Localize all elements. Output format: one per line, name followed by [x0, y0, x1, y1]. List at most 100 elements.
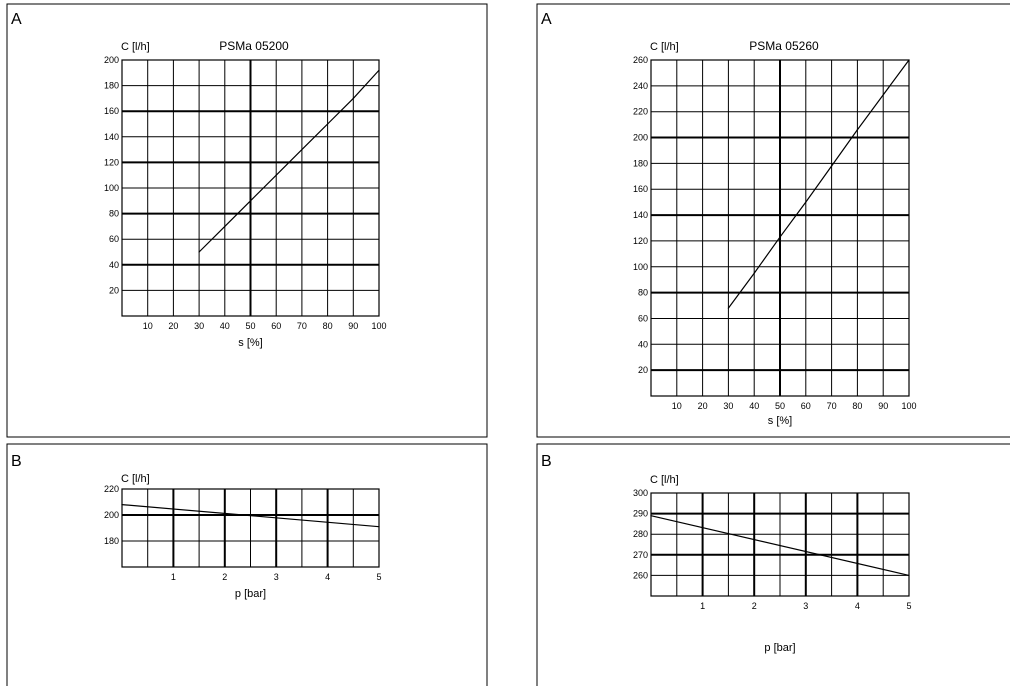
data-point — [121, 504, 123, 506]
x-tick-label: 70 — [297, 321, 307, 331]
data-point — [224, 225, 226, 227]
y-axis-label: C [l/h] — [650, 474, 679, 486]
data-point — [327, 123, 329, 125]
x-tick-label: 5 — [906, 601, 911, 611]
data-point — [378, 526, 380, 528]
y-tick-label: 200 — [633, 133, 648, 143]
panel-frame — [6, 443, 488, 686]
data-point — [753, 272, 755, 274]
y-tick-label: 300 — [633, 488, 648, 498]
x-tick-label: 50 — [245, 321, 255, 331]
y-tick-label: 260 — [633, 55, 648, 65]
y-tick-label: 160 — [104, 106, 119, 116]
y-tick-label: 290 — [633, 509, 648, 519]
data-point — [908, 59, 910, 61]
x-tick-label: 90 — [878, 401, 888, 411]
y-tick-label: 80 — [109, 209, 119, 219]
y-tick-label: 200 — [104, 510, 119, 520]
x-tick-label: 20 — [168, 321, 178, 331]
x-tick-label: 70 — [827, 401, 837, 411]
y-tick-label: 140 — [633, 210, 648, 220]
chart-panel-4: 1 2 3 4 5 260 270 280 290 300 B C [l/h] p [bar] — [536, 443, 1010, 686]
data-point — [352, 97, 354, 99]
x-tick-label: 2 — [222, 572, 227, 582]
data-point — [378, 69, 380, 71]
x-axis-label: s [%] — [768, 415, 792, 427]
x-tick-label: 1 — [171, 572, 176, 582]
panel-letter: B — [541, 453, 552, 470]
x-tick-label: 80 — [323, 321, 333, 331]
chart-panel-2: 10 20 30 40 50 60 70 80 90 100 20 40 60 80 100 120 140 16… — [536, 3, 1010, 438]
grid — [651, 493, 909, 596]
series-line — [650, 515, 910, 576]
y-tick-label: 20 — [109, 285, 119, 295]
y-tick-label: 200 — [104, 55, 119, 65]
x-tick-label: 100 — [371, 321, 386, 331]
y-tick-label: 270 — [633, 550, 648, 560]
panel-frame — [6, 3, 488, 438]
panel-frame — [536, 443, 1010, 686]
x-tick-label: 4 — [855, 601, 860, 611]
x-tick-label: 10 — [672, 401, 682, 411]
y-tick-label: 120 — [104, 157, 119, 167]
y-tick-label: 20 — [638, 365, 648, 375]
series-line — [727, 59, 910, 309]
x-tick-label: 3 — [803, 601, 808, 611]
series-line — [198, 69, 380, 253]
y-tick-label: 180 — [633, 158, 648, 168]
x-tick-label: 60 — [801, 401, 811, 411]
data-point — [831, 165, 833, 167]
x-tick-label: 30 — [723, 401, 733, 411]
plot-area — [650, 492, 910, 597]
x-tick-label: 20 — [698, 401, 708, 411]
y-tick-label: 100 — [104, 183, 119, 193]
chart-title: PSMa 05200 — [219, 39, 289, 53]
x-tick-label: 60 — [271, 321, 281, 331]
grid — [122, 489, 379, 567]
grid — [122, 60, 379, 316]
x-tick-label: 3 — [274, 572, 279, 582]
y-axis-label: C [l/h] — [121, 473, 150, 485]
x-tick-label: 40 — [749, 401, 759, 411]
x-axis-label: p [bar] — [764, 642, 795, 654]
x-tick-label: 50 — [775, 401, 785, 411]
data-point — [908, 574, 910, 577]
y-tick-label: 180 — [104, 81, 119, 91]
y-tick-label: 40 — [109, 260, 119, 270]
y-tick-label: 40 — [638, 339, 648, 349]
x-tick-label: 10 — [143, 321, 153, 331]
y-axis-label: C [l/h] — [121, 41, 150, 53]
y-tick-label: 240 — [633, 81, 648, 91]
plot-area — [121, 59, 380, 317]
data-point — [727, 307, 730, 309]
data-point — [856, 129, 859, 131]
x-tick-label: 4 — [325, 572, 330, 582]
y-tick-label: 220 — [633, 107, 648, 117]
y-tick-label: 60 — [638, 313, 648, 323]
data-point — [275, 174, 277, 176]
panel-frame — [536, 3, 1010, 438]
x-tick-label: 5 — [376, 572, 381, 582]
x-tick-label: 40 — [220, 321, 230, 331]
chart-panel-1: 10 20 30 40 50 60 70 80 90 100 20 40 60 80 100 120 140 16… — [6, 3, 488, 438]
y-tick-label: 180 — [104, 536, 119, 546]
y-tick-label: 100 — [633, 262, 648, 272]
x-axis-label: s [%] — [238, 337, 262, 349]
panel-letter: A — [541, 11, 552, 28]
y-tick-label: 280 — [633, 529, 648, 539]
x-tick-label: 30 — [194, 321, 204, 331]
plot-area — [650, 59, 910, 397]
panel-letter: A — [11, 11, 22, 28]
data-point — [301, 149, 303, 151]
data-point — [198, 251, 200, 253]
x-tick-label: 90 — [348, 321, 358, 331]
x-axis-label: p [bar] — [235, 588, 266, 600]
x-tick-label: 2 — [752, 601, 757, 611]
data-point — [805, 201, 807, 203]
chart-title: PSMa 05260 — [749, 39, 819, 53]
x-tick-label: 100 — [901, 401, 916, 411]
y-tick-label: 260 — [633, 570, 648, 580]
y-tick-label: 160 — [633, 184, 648, 194]
data-point — [779, 236, 781, 238]
